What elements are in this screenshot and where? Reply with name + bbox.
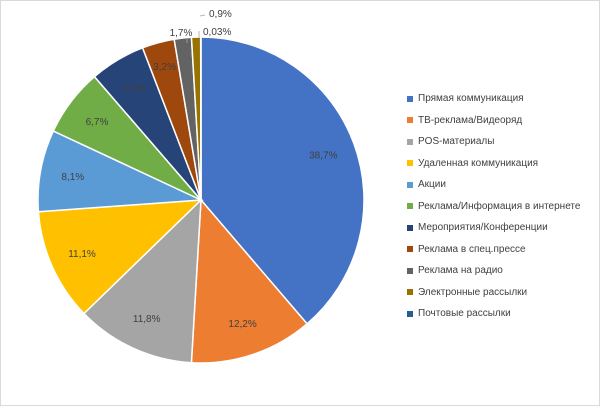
data-label-1: 38,7% [309,150,337,161]
legend-item-6: Реклама/Информация в интернете [407,196,597,218]
legend-item-8: Реклама в спец.прессе [407,239,597,261]
data-label-9: 1,7% [170,28,193,39]
legend-label-1: Прямая коммуникация [418,93,524,104]
legend-swatch-3 [407,139,413,145]
data-label-11: 0,03% [203,27,231,38]
legend-item-2: ТВ-реклама/Видеоряд [407,110,597,132]
legend-label-11: Почтовые рассылки [418,308,511,319]
legend-item-5: Акции [407,174,597,196]
data-label-5: 8,1% [61,172,84,183]
data-label-2: 12,2% [228,319,256,330]
legend-swatch-11 [407,311,413,317]
legend-label-2: ТВ-реклама/Видеоряд [418,115,522,126]
legend-item-1: Прямая коммуникация [407,88,597,110]
legend-label-4: Удаленная коммуникация [418,158,538,169]
data-label-4: 11,1% [68,249,96,260]
data-label-8: 3,2% [153,62,176,73]
legend-item-7: Мероприятия/Конференции [407,217,597,239]
legend-swatch-4 [407,160,413,166]
legend-label-5: Акции [418,179,446,190]
legend-item-10: Электронные рассылки [407,282,597,304]
legend-item-3: POS-материалы [407,131,597,153]
legend-swatch-9 [407,268,413,274]
legend-swatch-8 [407,246,413,252]
legend-label-10: Электронные рассылки [418,287,527,298]
leader-line-10 [200,15,205,16]
legend-swatch-10 [407,289,413,295]
legend-label-9: Реклама на радио [418,265,503,276]
legend-swatch-2 [407,117,413,123]
legend: Прямая коммуникация ТВ-реклама/Видеоряд PO… [407,88,597,325]
legend-item-4: Удаленная коммуникация [407,153,597,175]
legend-swatch-5 [407,182,413,188]
legend-item-9: Реклама на радио [407,260,597,282]
data-label-3: 11,8% [133,314,161,325]
legend-label-6: Реклама/Информация в интернете [418,201,580,212]
legend-label-3: POS-материалы [418,136,494,147]
legend-swatch-6 [407,203,413,209]
data-label-10: 0,9% [209,9,232,20]
legend-swatch-1 [407,96,413,102]
legend-label-7: Мероприятия/Конференции [418,222,548,233]
legend-label-8: Реклама в спец.прессе [418,244,526,255]
data-label-6: 6,7% [86,117,109,128]
legend-item-11: Почтовые рассылки [407,303,597,325]
legend-swatch-7 [407,225,413,231]
pie-slices [38,37,364,363]
data-label-7: 5,5% [123,84,146,95]
